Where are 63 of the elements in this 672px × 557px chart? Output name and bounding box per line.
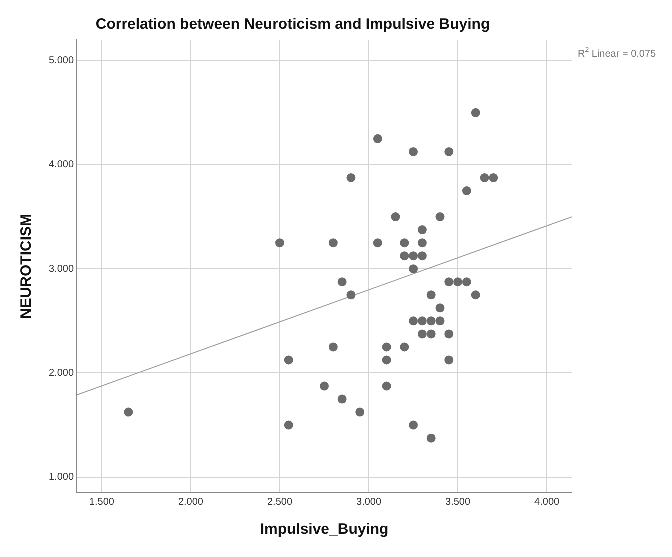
- point: [426, 316, 436, 326]
- point: [409, 264, 418, 274]
- point: [409, 420, 418, 430]
- point: [409, 252, 418, 261]
- point: [400, 342, 410, 352]
- point: [480, 173, 490, 182]
- point: [276, 238, 284, 248]
- point: [436, 316, 445, 326]
- y-tick-label: 2.000: [48, 368, 74, 379]
- point: [444, 356, 454, 365]
- point: [418, 238, 427, 248]
- point: [462, 278, 472, 287]
- point: [328, 342, 338, 352]
- x-tick-label: 1.500: [89, 496, 115, 508]
- point: [400, 252, 410, 261]
- point: [346, 290, 356, 300]
- point: [426, 290, 436, 300]
- point: [444, 278, 454, 287]
- point: [382, 356, 392, 365]
- point: [426, 330, 436, 339]
- point: [489, 173, 498, 182]
- y-axis-title: NEUROTICISM: [18, 214, 36, 319]
- y-tick-label: 5.000: [48, 56, 74, 67]
- point: [409, 316, 418, 326]
- point: [418, 316, 427, 326]
- point: [356, 408, 365, 417]
- point: [382, 342, 392, 352]
- x-tick-label: 3.000: [356, 496, 382, 508]
- point: [391, 212, 400, 222]
- x-axis-title: Impulsive_Buying: [260, 521, 389, 538]
- point: [320, 382, 330, 391]
- point: [382, 382, 392, 391]
- point: [338, 278, 347, 287]
- point: [373, 134, 382, 144]
- point: [426, 434, 436, 443]
- point: [328, 238, 338, 248]
- point: [418, 226, 427, 235]
- point: [418, 330, 427, 339]
- y-tick-label: 4.000: [48, 160, 74, 171]
- point: [373, 238, 382, 248]
- point: [400, 238, 410, 248]
- point: [444, 147, 454, 156]
- x-tick-label: 2.500: [267, 496, 293, 508]
- point: [124, 408, 134, 417]
- point: [436, 304, 445, 313]
- point: [471, 290, 480, 300]
- point: [418, 252, 427, 261]
- point: [471, 108, 480, 118]
- point: [284, 356, 294, 365]
- point: [284, 420, 294, 430]
- point: [409, 147, 418, 156]
- point: [454, 278, 463, 287]
- x-tick-label: 3.500: [446, 496, 471, 508]
- point: [338, 394, 347, 404]
- point: [444, 330, 454, 339]
- y-tick-label: 1.000: [48, 472, 74, 484]
- y-tick-label: 3.000: [48, 264, 74, 275]
- x-tick-label: 2.000: [178, 496, 204, 508]
- chart-title: Correlation between Neuroticism and Impulsive Buying: [96, 16, 490, 34]
- point: [436, 212, 445, 222]
- point: [462, 186, 472, 196]
- x-tick-label: 4.000: [534, 496, 560, 508]
- point: [346, 173, 356, 182]
